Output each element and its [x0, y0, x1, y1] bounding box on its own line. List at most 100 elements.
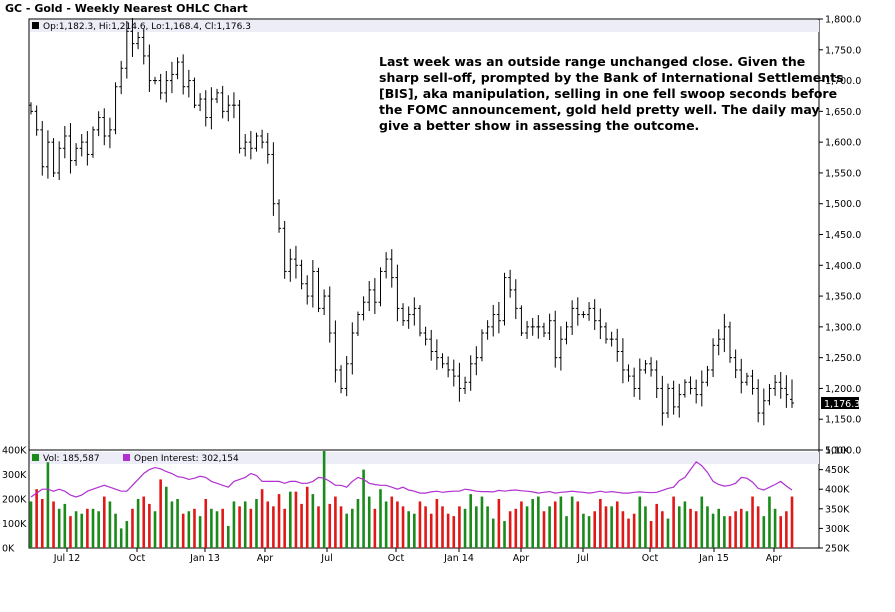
volume-tick-label: 0K [2, 544, 15, 555]
volume-bar [91, 508, 95, 548]
open-interest-line [30, 460, 793, 498]
ohlc-bar [361, 296, 366, 321]
volume-bar [356, 499, 360, 548]
volume-bar [334, 496, 337, 548]
ohlc-bar [547, 313, 552, 341]
ohlc-bar [389, 249, 394, 288]
volume-bar [694, 511, 698, 548]
volume-bar [790, 496, 794, 548]
x-tick-label: Oct [642, 553, 659, 564]
price-tick-label: 1,600.0 [825, 138, 861, 149]
ohlc-bar [592, 299, 597, 330]
ohlc-bar [530, 317, 535, 336]
volume-bar [86, 508, 89, 548]
volume-bar [142, 496, 146, 548]
last-price-box [821, 397, 859, 409]
volume-bars [29, 451, 794, 548]
ohlc-bar [231, 92, 236, 119]
price-tick-label: 1,100.0 [825, 446, 861, 457]
ohlc-bar [378, 267, 383, 307]
ohlc-bar [254, 132, 259, 152]
volume-bar [666, 518, 670, 548]
annotation-line: the FOMC announcement, gold held pretty … [379, 102, 820, 117]
ohlc-bar [288, 248, 293, 282]
volume-bar [514, 508, 518, 548]
volume-bar [537, 496, 540, 548]
ohlc-bar [705, 365, 710, 387]
ohlc-bar [525, 320, 530, 339]
volume-bar [289, 491, 292, 548]
ohlc-bar [271, 142, 276, 216]
ohlc-bar [164, 70, 169, 103]
ohlc-bar [643, 360, 648, 374]
volume-tick-label: 200K [2, 495, 27, 506]
ohlc-bar [248, 131, 253, 160]
x-tick-label: Apr [257, 553, 274, 564]
ohlc-bar [429, 329, 434, 361]
volume-axes: 400K 300K 200K 100K 0K 500K 450K 400K 350K 300K 25… [2, 446, 850, 555]
volume-bar [480, 496, 484, 548]
ohlc-bar [463, 376, 468, 394]
volume-legend-marker [32, 454, 39, 461]
ohlc-bar [790, 379, 794, 408]
ohlc-bar [186, 69, 191, 98]
volume-bar [655, 503, 659, 548]
ohlc-bar [85, 131, 90, 166]
volume-bar [452, 516, 456, 548]
volume-bar [181, 513, 185, 548]
volume-bar [187, 511, 191, 548]
x-tick-label: Apr [766, 553, 783, 564]
volume-bar [238, 506, 241, 548]
ohlc-bar [440, 353, 445, 369]
volume-bar [300, 503, 303, 548]
ohlc-bar [479, 329, 484, 362]
volume-bar [632, 513, 636, 548]
volume-bar [255, 499, 258, 548]
volume-bar [469, 494, 472, 548]
volume-tick-label: 100K [2, 519, 27, 530]
ohlc-bar [29, 102, 33, 115]
volume-bar [277, 494, 281, 548]
ohlc-bar [722, 313, 727, 353]
volume-bar [661, 511, 664, 548]
ohlc-bar [587, 302, 592, 321]
ohlc-bar [773, 374, 778, 396]
ohlc-bar [79, 134, 84, 157]
ohlc-bar [739, 358, 744, 394]
volume-bar [153, 511, 157, 548]
volume-bar [576, 501, 580, 548]
volume-bar [401, 506, 405, 548]
volume-bar [689, 508, 692, 548]
ohlc-bar [406, 306, 411, 329]
price-legend-marker [32, 22, 39, 29]
ohlc-bar [417, 305, 422, 337]
volume-bar [706, 506, 709, 548]
oi-tick-label: 300K [825, 524, 850, 535]
volume-bar [46, 462, 50, 548]
volume-bar [610, 506, 613, 548]
volume-bar [739, 508, 743, 548]
volume-bar [193, 508, 196, 548]
volume-bar [390, 496, 394, 548]
ohlc-bar [198, 93, 203, 112]
volume-bar [435, 499, 439, 548]
ohlc-bar [367, 281, 372, 312]
ohlc-bar [107, 117, 112, 149]
volume-bar [531, 499, 534, 548]
ohlc-bar [716, 329, 721, 356]
x-tick-label: Jan 15 [698, 553, 729, 564]
last-price-label: 1,176.3 [824, 399, 860, 410]
volume-bar [210, 508, 213, 548]
ohlc-bar [626, 364, 631, 382]
volume-bar [553, 501, 557, 548]
ohlc-bar [401, 303, 406, 326]
volume-bar [604, 506, 608, 548]
volume-bar [503, 521, 506, 548]
volume-bar [768, 496, 771, 548]
ohlc-bar [434, 339, 439, 370]
price-bars [29, 18, 794, 426]
annotation-line: Last week was an outside range unchanged… [379, 54, 805, 69]
volume-bar [176, 499, 179, 548]
volume-bar [717, 508, 721, 548]
volume-bar [97, 511, 100, 548]
